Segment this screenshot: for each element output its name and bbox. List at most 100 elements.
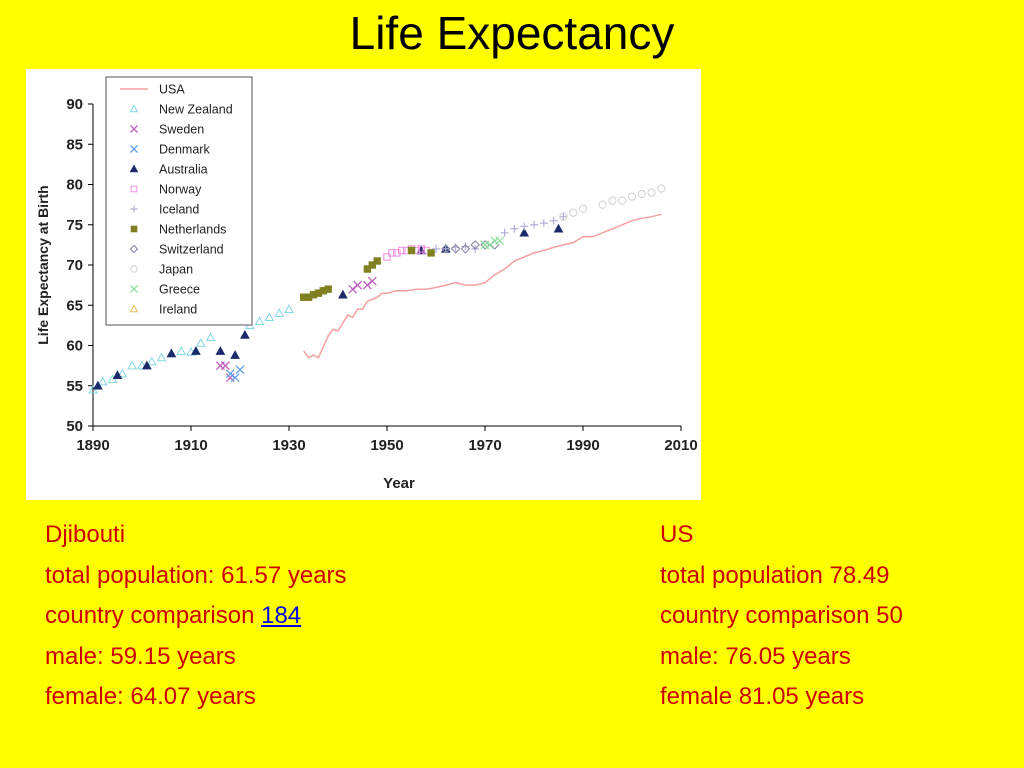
- iceland-point: [500, 228, 509, 237]
- japan-point: [647, 188, 656, 197]
- new-zealand-point: [254, 316, 265, 326]
- djibouti-country: Djibouti: [45, 521, 126, 548]
- legend-label: New Zealand: [159, 103, 233, 117]
- switzerland-point: [441, 244, 451, 254]
- australia-point: [230, 350, 240, 359]
- legend-label: Norway: [159, 183, 202, 197]
- y-tick-label: 80: [66, 177, 83, 194]
- sweden-point: [353, 280, 363, 290]
- legend-label: Netherlands: [159, 223, 226, 237]
- iceland-point: [510, 224, 519, 233]
- y-tick-label: 65: [66, 297, 83, 314]
- djibouti-comparison-link[interactable]: 184: [261, 602, 302, 629]
- iceland-point: [559, 212, 568, 221]
- legend-label: Iceland: [159, 203, 199, 217]
- netherlands-point: [407, 246, 416, 255]
- new-zealand-point: [137, 360, 147, 370]
- japan-point: [657, 184, 666, 193]
- iceland-point: [461, 242, 470, 251]
- japan-point: [598, 200, 607, 209]
- legend-label: Switzerland: [159, 243, 224, 257]
- netherlands-point: [368, 261, 377, 269]
- x-tick-label: 1990: [566, 437, 599, 454]
- australia-point: [191, 346, 201, 355]
- legend-marker: [130, 145, 138, 153]
- legend-label: Greece: [159, 283, 200, 297]
- us-total-population: total population 78.49: [660, 561, 890, 589]
- greece-point: [495, 236, 505, 246]
- japan-point: [559, 212, 568, 221]
- new-zealand-point: [146, 356, 157, 366]
- legend-label: Sweden: [159, 123, 204, 137]
- iceland-point: [539, 219, 548, 228]
- y-tick-label: 85: [66, 136, 83, 153]
- iceland-point: [520, 222, 529, 231]
- legend-marker: [130, 265, 138, 273]
- y-axis-title: Life Expectancy at Birth: [35, 185, 51, 345]
- switzerland-point: [460, 244, 471, 254]
- y-tick-label: 60: [66, 338, 83, 355]
- chart-svg: 50 55 60 65 70 75 80 85 90 1890 1910 1930 1950 1970 19…: [35, 76, 698, 492]
- norway-point: [417, 245, 426, 253]
- y-tick-label: 55: [66, 378, 83, 395]
- usa-series-line: [303, 213, 662, 359]
- legend-marker: [129, 164, 139, 173]
- australia-point: [553, 223, 564, 233]
- sweden-point: [367, 276, 377, 286]
- iceland-point: [441, 244, 450, 253]
- djibouti-male: male: 59.15 years: [45, 642, 236, 670]
- legend-label: USA: [159, 83, 185, 97]
- japan-point: [627, 192, 637, 201]
- legend-label: Ireland: [159, 303, 197, 317]
- norway-point: [398, 246, 406, 255]
- x-tick-label: 1910: [174, 437, 207, 454]
- us-comparison: country comparison 50: [660, 602, 903, 629]
- japan-point: [569, 208, 578, 217]
- new-zealand-point: [205, 332, 216, 342]
- iceland-point: [432, 244, 440, 253]
- japan-point: [618, 196, 627, 205]
- australia-point: [112, 370, 123, 379]
- new-zealand-point: [97, 376, 108, 386]
- us-male: male: 76.05 years: [660, 642, 851, 670]
- slide-title: Life Expectancy: [349, 7, 675, 59]
- djibouti-total-population: total population: 61.57 years: [45, 561, 347, 589]
- new-zealand-point: [176, 346, 187, 355]
- y-tick-label: 90: [66, 96, 83, 113]
- japan-point: [578, 204, 588, 213]
- denmark-point: [230, 373, 240, 383]
- legend-marker: [129, 104, 139, 113]
- norway-point: [393, 249, 401, 257]
- netherlands-point: [324, 285, 332, 293]
- australia-point: [338, 289, 348, 299]
- y-tick-label: 70: [66, 257, 83, 274]
- legend-marker: [129, 244, 139, 254]
- us-country: US: [660, 521, 694, 548]
- legend-marker: [130, 225, 138, 233]
- japan-point: [637, 190, 646, 199]
- new-zealand-point: [264, 312, 275, 322]
- legend-label: Japan: [159, 263, 193, 277]
- australia-point: [240, 330, 250, 339]
- new-zealand-point: [274, 308, 285, 317]
- djibouti-comparison: country comparison 184: [45, 596, 347, 637]
- netherlands-point: [363, 265, 372, 273]
- australia-point: [142, 360, 152, 370]
- djibouti-info: Djibouti total population: 61.57 years c…: [45, 515, 347, 718]
- switzerland-point: [450, 244, 461, 254]
- legend-label: Australia: [159, 163, 208, 177]
- new-zealand-point: [284, 304, 294, 313]
- australia-point: [519, 227, 530, 237]
- iceland-point: [549, 216, 558, 225]
- x-tick-label: 2010: [664, 437, 697, 454]
- life-expectancy-chart: 50 55 60 65 70 75 80 85 90 1890 1910 1930 1950 1970 19…: [26, 69, 701, 500]
- djibouti-female: female: 64.07 years: [45, 683, 256, 710]
- x-tick-label: 1890: [76, 437, 109, 454]
- new-zealand-point: [195, 338, 206, 347]
- x-tick-label: 1970: [468, 437, 501, 454]
- djibouti-comparison-label: country comparison: [45, 602, 262, 629]
- norway-point: [383, 253, 391, 261]
- y-tick-label: 75: [66, 217, 83, 234]
- denmark-point: [235, 365, 245, 375]
- y-tick-label: 50: [66, 418, 83, 435]
